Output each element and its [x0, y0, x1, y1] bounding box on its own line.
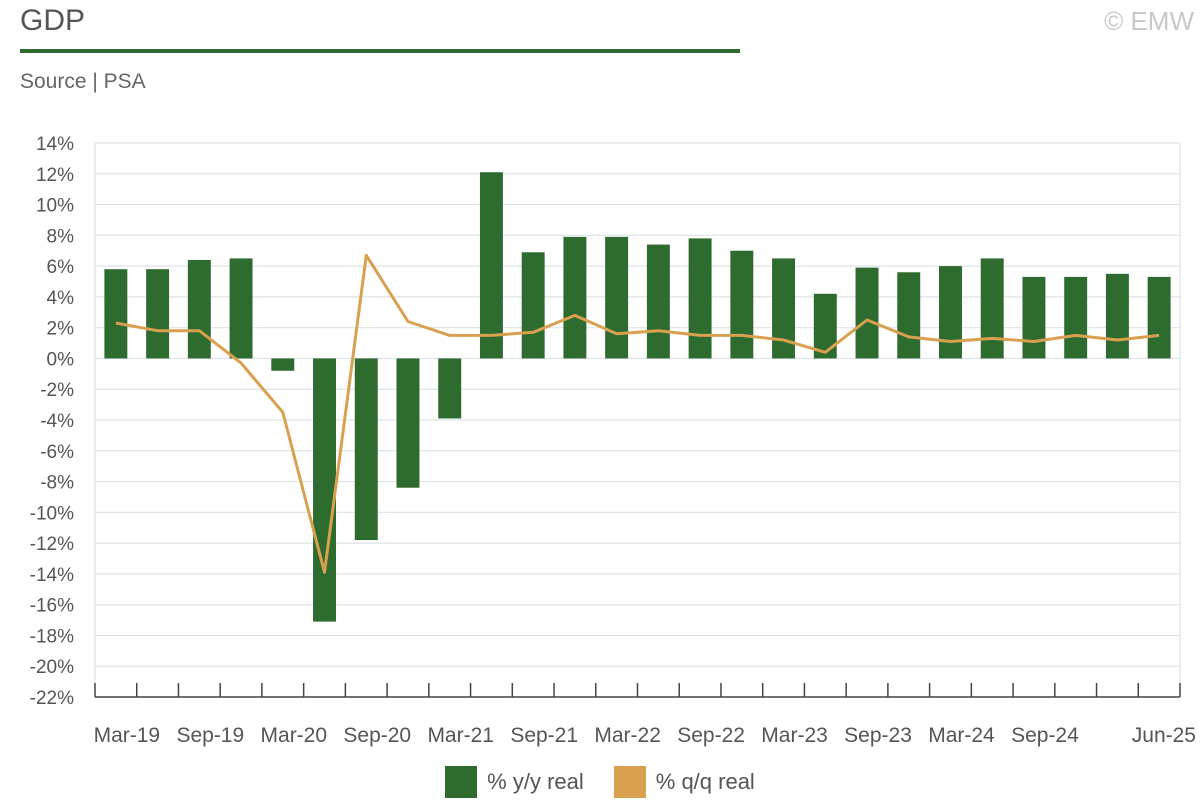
y-tick-label: -18% — [30, 626, 74, 647]
bar-Sep-24 — [1022, 276, 1046, 359]
y-tick-label: -8% — [40, 473, 74, 494]
y-tick-label: 8% — [47, 226, 75, 247]
x-tick-label: Mar-24 — [928, 724, 995, 747]
y-tick-label: -6% — [40, 442, 74, 463]
line-q-q — [115, 253, 1160, 574]
gdp-chart: -22% -20% -18% -16% -14% -12% -10% -8% -6% -4% -2%… — [30, 134, 1196, 747]
bar-Dec-22 — [730, 250, 754, 359]
bar-Jun-23 — [813, 293, 837, 359]
y-tick-label: 12% — [36, 165, 74, 186]
bar-Mar-19 — [104, 269, 128, 359]
x-tick-label: Sep-24 — [1011, 724, 1079, 747]
bar-Mar-21 — [438, 358, 462, 419]
legend-swatch-q-q — [613, 766, 646, 798]
x-tick-label: Sep-20 — [343, 724, 411, 747]
legend-item-y-y[interactable]: % y/y real — [445, 764, 584, 800]
bar-Mar-24 — [939, 266, 962, 359]
bar-Sep-22 — [688, 238, 712, 359]
x-tick-label: Mar-19 — [94, 724, 161, 747]
x-tick-label: Mar-21 — [427, 724, 494, 747]
bar-Sep-20 — [354, 358, 378, 541]
bar-Mar-20 — [271, 358, 295, 371]
legend: % y/y real % q/q real — [0, 764, 1200, 800]
y-tick-label: 4% — [47, 288, 75, 309]
bar-series-y-y — [104, 172, 1171, 622]
y-tick-label: -16% — [30, 596, 74, 617]
bar-Dec-19 — [229, 258, 253, 359]
y-tick-label: 0% — [47, 349, 75, 370]
y-tick-label: -12% — [30, 534, 74, 555]
y-tick-label: -20% — [30, 657, 74, 678]
bar-Jun-19 — [146, 269, 170, 359]
source-text: Source | PSA — [20, 70, 146, 93]
y-tick-label: 10% — [36, 196, 74, 217]
y-tick-label: -10% — [30, 503, 74, 524]
bar-Jun-21 — [479, 172, 503, 359]
bar-Dec-21 — [563, 236, 587, 359]
title-underline — [20, 49, 740, 53]
bar-Sep-19 — [187, 259, 211, 359]
bar-Dec-20 — [396, 358, 420, 488]
grid-lines — [94, 142, 1181, 698]
bar-Dec-23 — [897, 272, 921, 359]
chart-title: GDP — [20, 4, 86, 37]
bar-Jun-25 — [1147, 276, 1171, 359]
x-axis-tick-labels: Mar-19 Sep-19 Mar-20 Sep-20 Mar-21 Sep-21 Mar-… — [94, 724, 1196, 747]
y-tick-label: 6% — [47, 257, 75, 278]
x-tick-label: Jun-25 — [1132, 724, 1196, 747]
y-tick-label: -22% — [30, 688, 74, 709]
bar-Dec-24 — [1064, 276, 1088, 359]
y-tick-label: -14% — [30, 565, 74, 586]
bar-Mar-22 — [605, 236, 629, 359]
x-tick-label: Mar-20 — [261, 724, 328, 747]
x-axis — [94, 683, 1181, 698]
legend-label-q-q: % q/q real — [655, 769, 755, 794]
x-tick-label: Sep-23 — [844, 724, 912, 747]
x-tick-label: Sep-21 — [510, 724, 578, 747]
y-tick-label: 14% — [36, 134, 74, 155]
y-tick-label: 2% — [47, 319, 75, 340]
bar-Mar-25 — [1105, 273, 1129, 359]
line-series-q-q — [115, 253, 1160, 574]
bar-Mar-23 — [772, 258, 796, 359]
x-tick-label: Mar-23 — [761, 724, 828, 747]
y-tick-label: -4% — [40, 411, 74, 432]
x-tick-label: Sep-22 — [677, 724, 745, 747]
x-tick-label: Mar-22 — [594, 724, 661, 747]
bar-Jun-24 — [980, 258, 1004, 359]
y-axis-tick-labels: -22% -20% -18% -16% -14% -12% -10% -8% -6% -4% -2%… — [30, 134, 74, 709]
legend-label-y-y: % y/y real — [487, 769, 584, 794]
bar-Sep-23 — [855, 267, 879, 359]
x-tick-label: Sep-19 — [176, 724, 244, 747]
bar-Jun-20 — [313, 358, 336, 622]
y-tick-label: -2% — [40, 380, 74, 401]
legend-item-q-q[interactable]: % q/q real — [613, 764, 755, 800]
copyright-text: © EMW — [1104, 6, 1194, 36]
legend-swatch-y-y — [445, 766, 478, 798]
bar-Jun-22 — [646, 244, 670, 359]
bar-Sep-21 — [521, 252, 545, 359]
